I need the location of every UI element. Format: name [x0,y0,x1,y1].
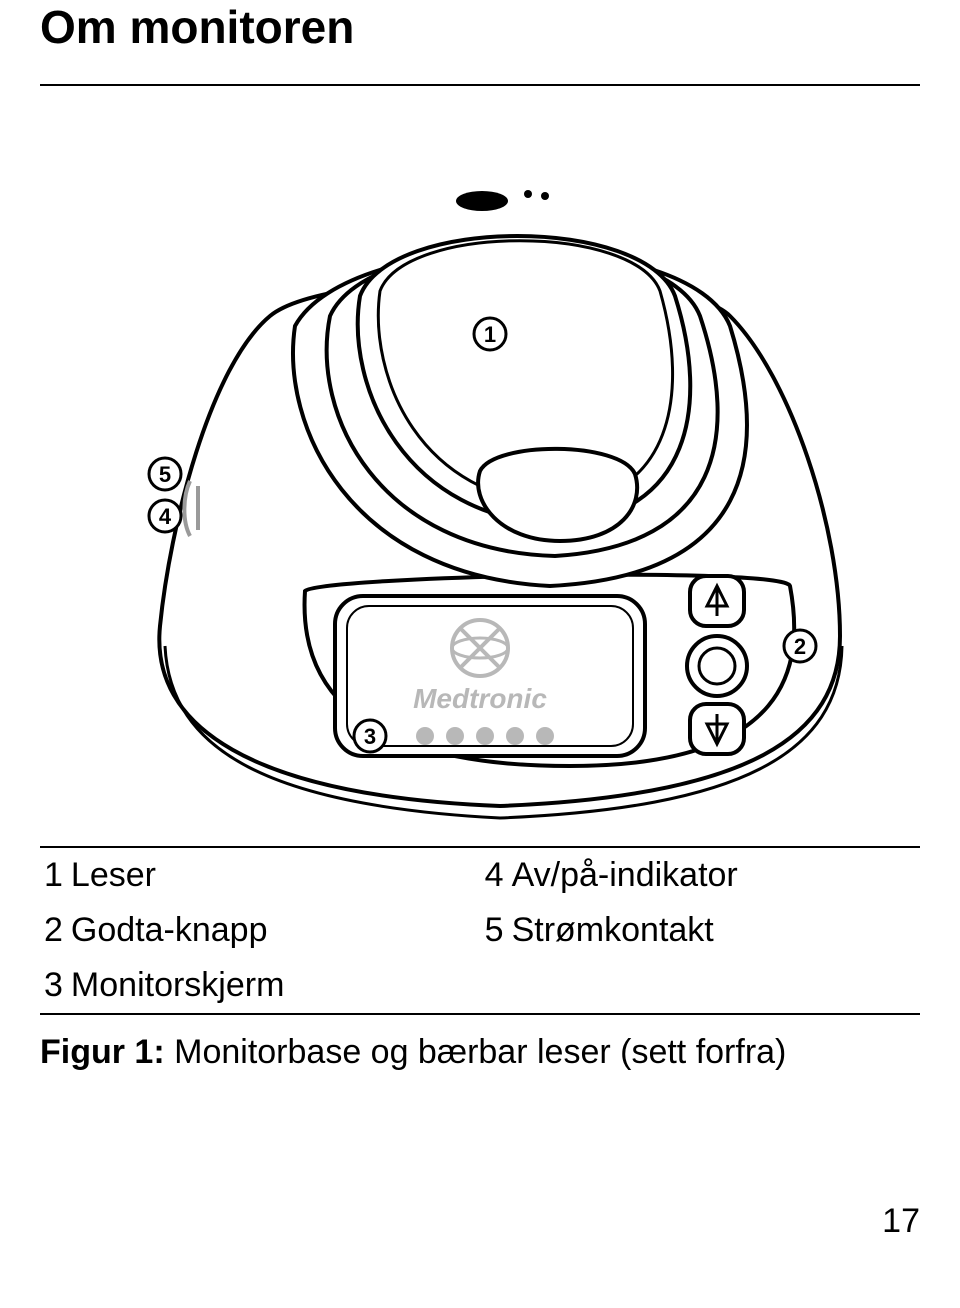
legend-num: 5 [481,903,508,958]
document-page: Om monitoren Medtronic [0,0,960,1281]
figure-label: Figur 1: [40,1033,165,1071]
legend-label: Av/på-indikator [508,848,920,903]
figure-diagram: Medtronic [40,86,920,846]
svg-text:1: 1 [484,322,496,347]
table-row: 1 Leser 4 Av/på-indikator [40,848,920,903]
callout-3: 3 [354,720,386,752]
divider-bottom [40,1013,920,1015]
svg-text:3: 3 [364,724,376,749]
legend-table: 1 Leser 4 Av/på-indikator 2 Godta-knapp … [40,848,920,1013]
legend-num: 2 [40,903,67,958]
brand-text: Medtronic [413,683,547,714]
figure-caption: Figur 1: Monitorbase og bærbar leser (se… [40,1033,920,1072]
svg-text:5: 5 [159,462,171,487]
callout-5: 5 [149,458,181,490]
button-column [687,576,747,754]
table-row: 3 Monitorskjerm [40,958,920,1013]
callout-1: 1 [474,318,506,350]
page-heading: Om monitoren [40,0,920,54]
legend-label: Monitorskjerm [67,958,481,1013]
callout-2: 2 [784,630,816,662]
reader-top-button [456,191,508,211]
legend-label: Godta-knapp [67,903,481,958]
legend-num: 1 [40,848,67,903]
svg-text:4: 4 [159,504,172,529]
legend-num: 3 [40,958,67,1013]
table-row: 2 Godta-knapp 5 Strømkontakt [40,903,920,958]
legend-label: Strømkontakt [508,903,920,958]
legend-num: 4 [481,848,508,903]
accept-button [687,636,747,696]
figure-text: Monitorbase og bærbar leser (sett forfra… [174,1033,786,1071]
legend-label: Leser [67,848,481,903]
monitor-diagram: Medtronic [50,86,910,846]
svg-text:2: 2 [794,634,806,659]
callout-4: 4 [149,500,181,532]
page-number: 17 [40,1202,920,1241]
